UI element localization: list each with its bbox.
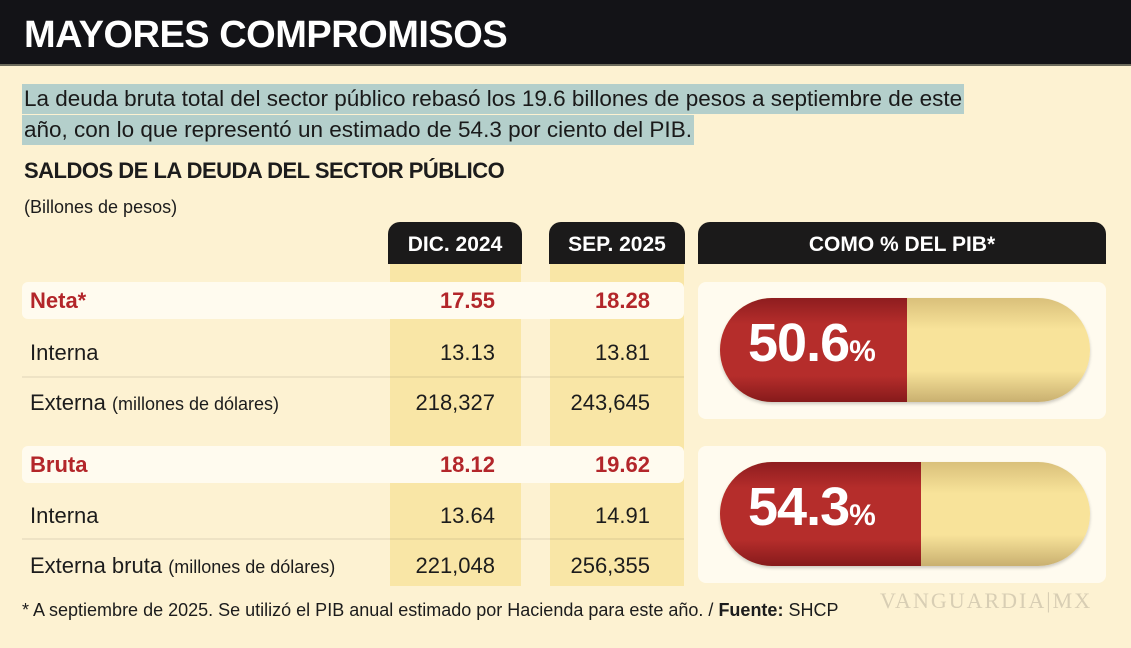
cell-neta-dic: 17.55 <box>439 288 495 313</box>
source-label: Fuente: <box>718 600 784 620</box>
label-text: Externa bruta <box>30 553 163 578</box>
column-header-pib: COMO % DEL PIB* <box>698 222 1106 264</box>
source-value: SHCP <box>783 600 839 620</box>
row-band-bruta <box>22 446 684 483</box>
cell-interna-dic: 13.64 <box>439 503 495 528</box>
pib-pill-neta: 50.6% <box>720 298 1090 402</box>
row-label-interna: Interna <box>30 503 99 528</box>
cell-neta-sep: 18.28 <box>594 288 650 313</box>
column-header-dic-2024: DIC. 2024 <box>388 222 522 264</box>
column-header-sep-2025: SEP. 2025 <box>549 222 685 264</box>
cell-externa-bruta-sep: 256,355 <box>570 553 650 578</box>
table-title: SALDOS DE LA DEUDA DEL SECTOR PÚBLICO <box>24 158 505 183</box>
cell-interna-dic: 13.13 <box>439 340 495 365</box>
cell-interna-sep: 13.81 <box>594 340 650 365</box>
cell-bruta-dic: 18.12 <box>439 452 495 477</box>
footnote-text: * A septiembre de 2025. Se utilizó el PI… <box>22 600 719 620</box>
lead-line-1: La deuda bruta total del sector público … <box>22 84 965 114</box>
row-divider <box>22 376 684 378</box>
label-note: (millones de dólares) <box>168 557 336 577</box>
header-bar <box>0 0 1131 66</box>
row-label-externa: Externa (millones de dólares) <box>30 390 279 416</box>
cell-bruta-sep: 19.62 <box>594 452 650 477</box>
label-note: (millones de dólares) <box>111 394 280 414</box>
label-text: Externa <box>30 390 106 415</box>
cell-externa-sep: 243,645 <box>570 390 650 415</box>
row-label-interna: Interna <box>30 340 99 365</box>
row-label-bruta: Bruta <box>30 452 88 477</box>
pib-pill-bruta: 54.3% <box>720 462 1090 566</box>
pill-value: 50.6% <box>748 313 876 373</box>
lead-line-2: año, con lo que representó un estimado d… <box>22 115 694 145</box>
row-divider <box>22 538 684 540</box>
page-title: MAYORES COMPROMISOS <box>24 14 508 56</box>
cell-externa-dic: 218,327 <box>415 390 495 415</box>
footnote: * A septiembre de 2025. Se utilizó el PI… <box>22 600 838 621</box>
row-label-externa-bruta: Externa bruta (millones de dólares) <box>30 553 335 579</box>
unit-label: (Billones de pesos) <box>24 197 178 217</box>
pill-fill <box>720 298 908 402</box>
cell-externa-bruta-dic: 221,048 <box>415 553 495 578</box>
cell-interna-sep: 14.91 <box>594 503 650 528</box>
pill-fill <box>720 462 921 566</box>
watermark-logo: VANGUARDIA|MX <box>880 588 1093 613</box>
row-label-neta: Neta* <box>30 288 87 313</box>
pill-value: 54.3% <box>748 477 876 537</box>
row-band-neta <box>22 282 684 319</box>
